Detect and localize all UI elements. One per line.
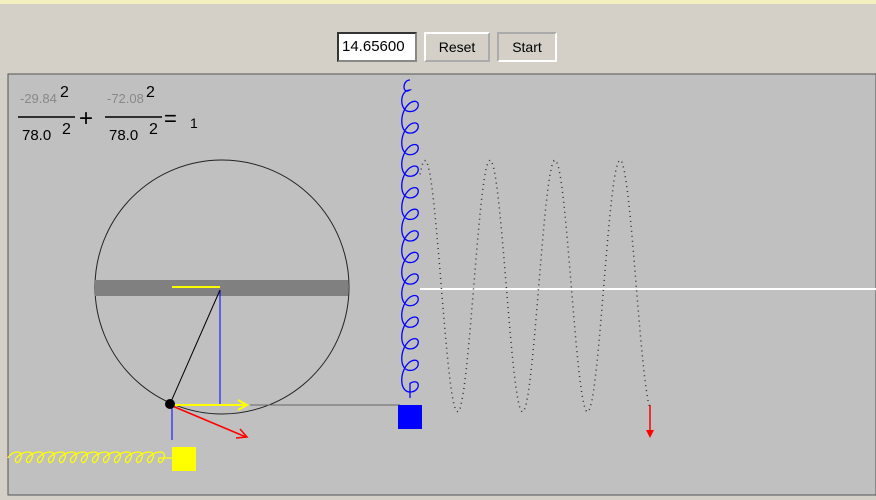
- arrow-head: [235, 428, 249, 439]
- blue-mass: [398, 405, 422, 429]
- horizontal-spring: [7, 451, 172, 464]
- denominator: 78.0: [22, 127, 51, 144]
- toolbar: 14.65600 Reset Start: [0, 0, 876, 74]
- time-input[interactable]: 14.65600: [337, 32, 417, 62]
- velocity: [169, 404, 247, 438]
- numerator: -72.08: [107, 91, 144, 106]
- equals: =: [164, 106, 177, 131]
- radius: [169, 289, 221, 405]
- point: [165, 399, 175, 409]
- exponent: 2: [62, 121, 71, 138]
- start-button[interactable]: Start: [497, 32, 557, 62]
- exponent: 2: [149, 121, 158, 138]
- vertical-spring: [401, 79, 419, 398]
- arrow-head: [237, 399, 250, 411]
- result: 1: [190, 115, 198, 131]
- exponent: 2: [146, 84, 155, 101]
- yellow-mass: [172, 447, 196, 471]
- equation: -29.84 2 78.0 2 + -72.08 2 78.0 2 = 1: [18, 84, 198, 144]
- reset-button[interactable]: Reset: [424, 32, 490, 62]
- numerator: -29.84: [20, 91, 57, 106]
- exponent: 2: [60, 84, 69, 101]
- plus: +: [79, 105, 93, 132]
- slider-bar: [95, 280, 348, 296]
- arrow-head: [646, 430, 654, 438]
- denominator: 78.0: [109, 127, 138, 144]
